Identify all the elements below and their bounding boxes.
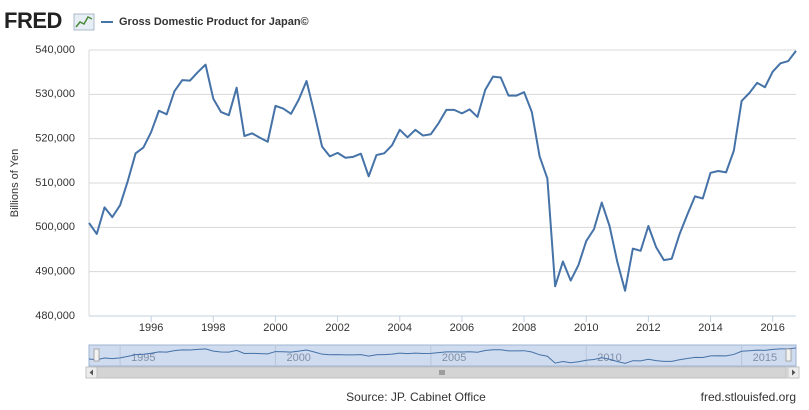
x-tick-label: 2002 (325, 322, 349, 334)
scroll-left-arrow (89, 369, 93, 376)
navigator-tick-label: 2005 (442, 352, 466, 364)
navigator-tick-label: 2015 (753, 352, 777, 364)
x-tick-label: 2012 (636, 322, 660, 334)
y-axis-label: Billions of Yen (9, 149, 21, 218)
logo-icon-line (75, 16, 93, 28)
navigator-tick-label: 2000 (286, 352, 310, 364)
site-link[interactable]: fred.stlouisfed.org (701, 390, 796, 404)
scrollbar-grip (439, 370, 445, 375)
logo-icon-frame (73, 13, 95, 31)
x-tick-label: 1996 (139, 322, 163, 334)
x-tick-label: 2010 (574, 322, 598, 334)
navigator-selection[interactable] (88, 344, 797, 367)
x-tick-label: 2016 (760, 322, 784, 334)
scroll-right-arrow (792, 369, 796, 376)
legend-label[interactable]: Gross Domestic Product for Japan© (119, 16, 309, 28)
navigator-handle-right[interactable] (785, 348, 792, 362)
navigator-line (88, 347, 797, 364)
navigator-handle-left[interactable] (93, 348, 100, 362)
data-line (88, 50, 797, 292)
source-note: Source: JP. Cabinet Office (346, 390, 486, 404)
y-tick-label: 480,000 (35, 310, 75, 322)
x-tick-label: 2000 (263, 322, 287, 334)
logo: FRED (4, 8, 62, 33)
x-tick-label: 2014 (698, 322, 722, 334)
y-tick-label: 520,000 (35, 133, 75, 145)
y-tick-label: 530,000 (35, 88, 75, 100)
y-tick-label: 510,000 (35, 177, 75, 189)
navigator-tick-label: 1995 (131, 352, 155, 364)
y-tick-label: 490,000 (35, 266, 75, 278)
x-tick-label: 2008 (512, 322, 536, 334)
y-tick-label: 500,000 (35, 221, 75, 233)
logo-icon (73, 13, 95, 31)
x-tick-label: 2004 (388, 322, 412, 334)
x-tick-label: 2006 (450, 322, 474, 334)
y-tick-label: 540,000 (35, 44, 75, 56)
x-tick-label: 1998 (201, 322, 225, 334)
